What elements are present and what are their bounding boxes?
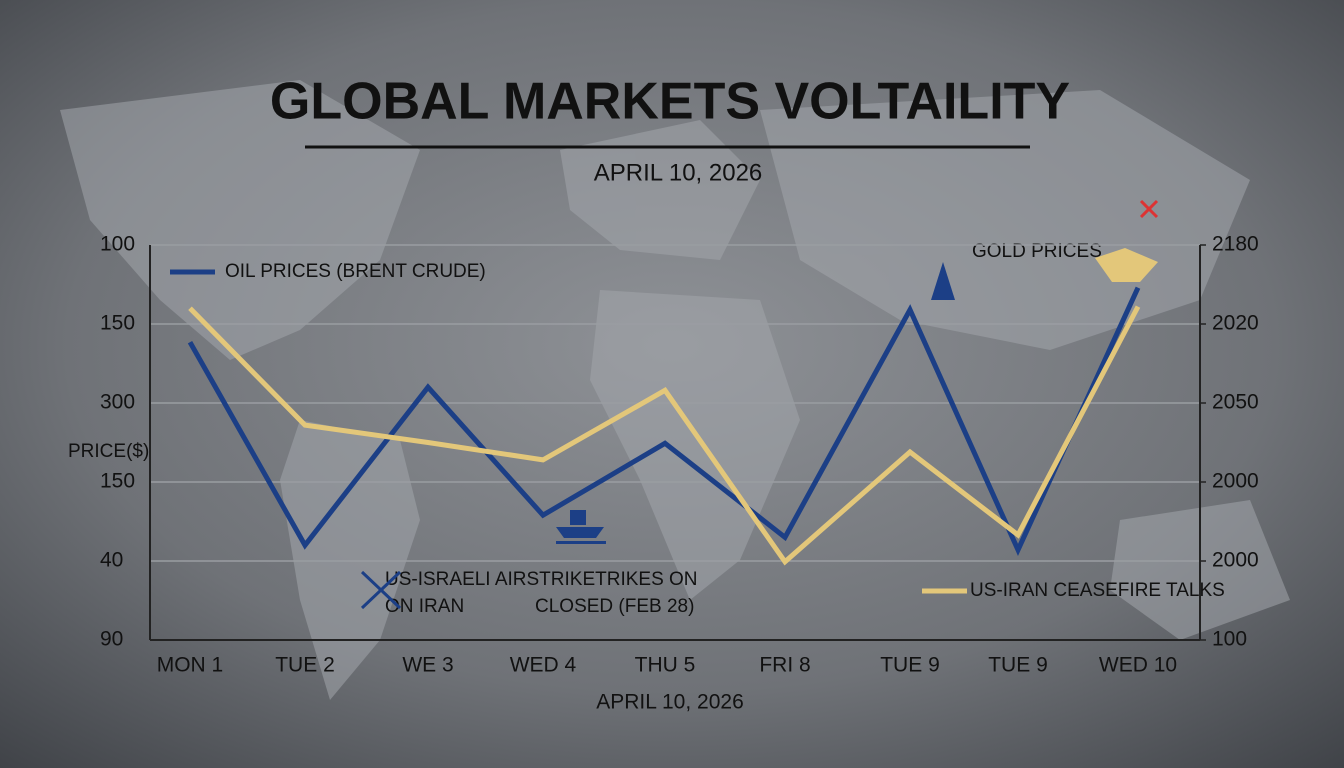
chart-title: GLOBAL MARKETS VOLTAILITY [270, 73, 1070, 131]
y2-tick-label: 2000 [1212, 470, 1259, 493]
y-axis-label: PRICE($) [68, 441, 149, 462]
series-line [188, 305, 1141, 566]
x-tick-label: FRI 8 [759, 654, 810, 677]
y2-tick-label: 2050 [1212, 391, 1259, 414]
world-map [60, 80, 1290, 700]
x-tick-label: WE 3 [402, 654, 453, 677]
x-axis-label: APRIL 10, 2026 [596, 691, 744, 714]
x-tick-label: TUE 9 [988, 654, 1048, 677]
ship-icon [556, 510, 606, 544]
y2-tick-label: 2000 [1212, 549, 1259, 572]
y2-tick-label: 100 [1212, 628, 1247, 651]
x-tick-label: TUE 9 [880, 654, 940, 677]
swords-icon [360, 570, 402, 610]
handshake-icon [1095, 248, 1158, 282]
annotation: US-ISRAELI AIRSTRIKETRIKES ON [385, 569, 698, 590]
series-line [187, 286, 1141, 556]
y2-tick-label: 2020 [1212, 312, 1259, 335]
x-tick-label: WED 4 [510, 654, 577, 677]
y-tick-label: 300 [100, 391, 135, 414]
y-tick-label: 100 [100, 233, 135, 256]
x-tick-label: MON 1 [157, 654, 224, 677]
subtitle: APRIL 10, 2026 [594, 159, 763, 186]
y-tick-label: 150 [100, 312, 135, 335]
arrow-icon [931, 262, 955, 300]
y2-axis-label: GOLD PRICES [972, 241, 1102, 262]
legend-label: US-IRAN CEASEFIRE TALKS [970, 580, 1225, 601]
close-icon [1139, 199, 1159, 219]
y2-tick-label: 2180 [1212, 233, 1259, 256]
x-tick-label: THU 5 [635, 654, 696, 677]
legend-label: OIL PRICES (BRENT CRUDE) [225, 261, 486, 282]
y-tick-label: 40 [100, 549, 123, 572]
y-tick-label: 90 [100, 628, 123, 651]
annotation: ON IRAN [385, 596, 464, 617]
annotation: CLOSED (FEB 28) [535, 596, 694, 617]
y-tick-label: 150 [100, 470, 135, 493]
x-tick-label: WED 10 [1099, 654, 1177, 677]
x-tick-label: TUE 2 [275, 654, 335, 677]
